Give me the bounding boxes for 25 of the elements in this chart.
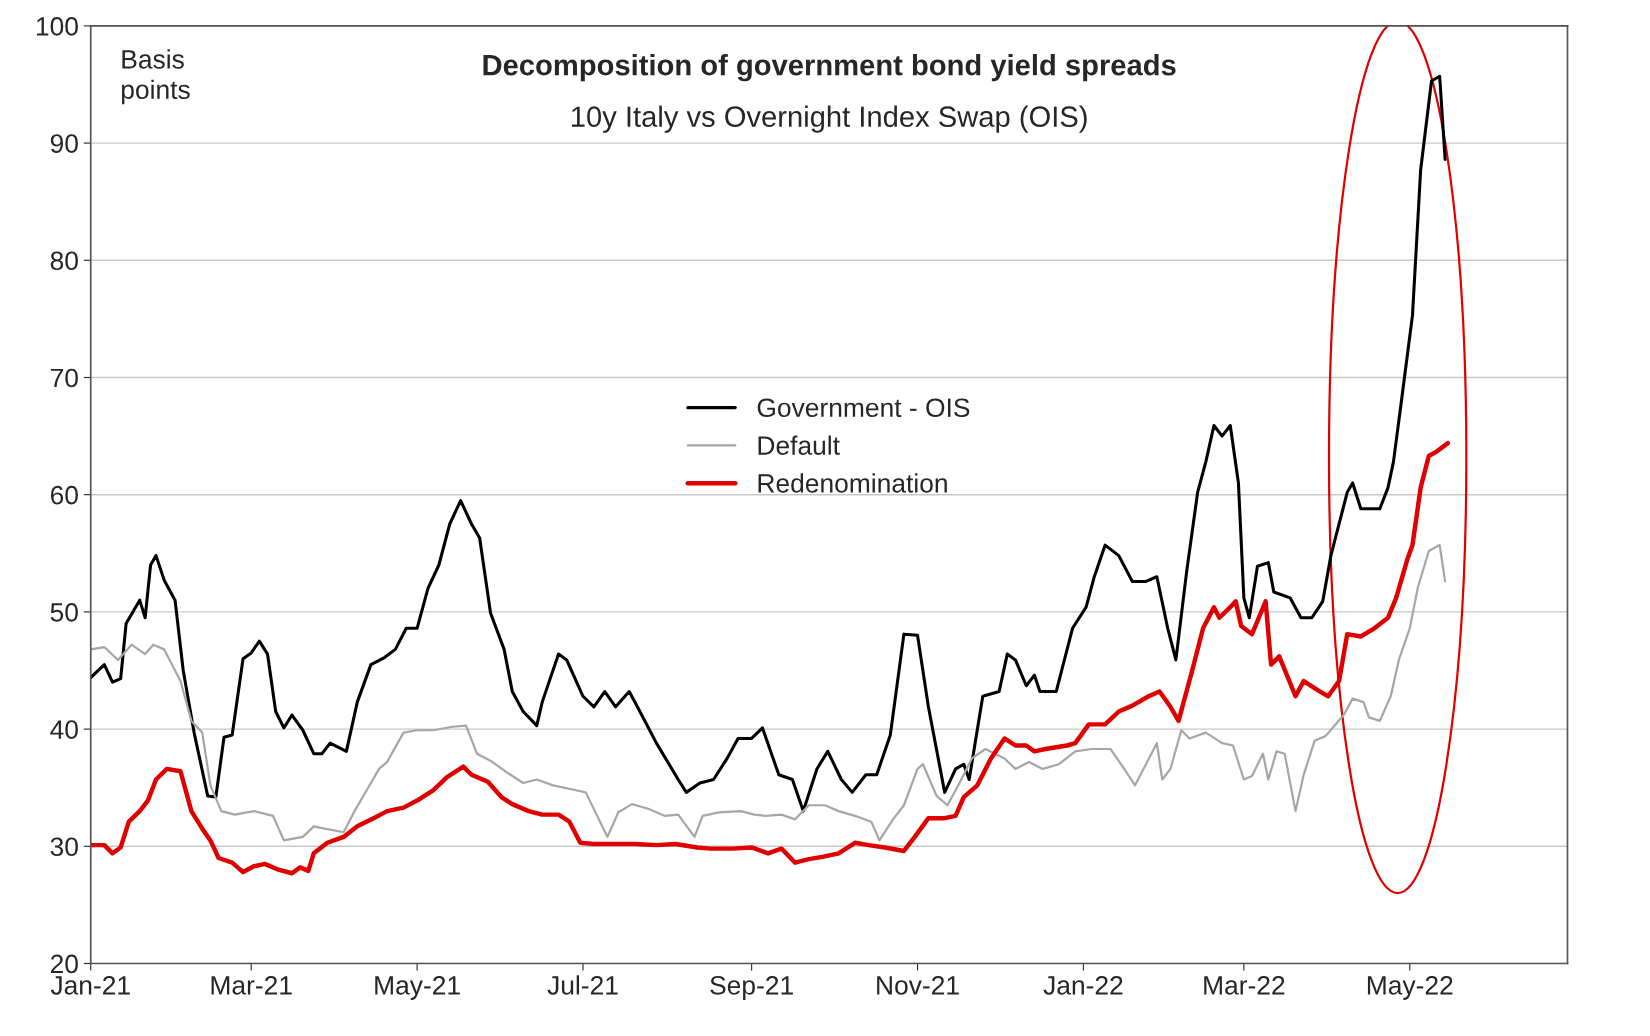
y-tick-label: 50 [50,603,78,622]
y-axis-title: Basis points [121,49,190,105]
x-tick-label: May-21 [375,975,460,1000]
legend-label: Government - OIS [757,398,970,418]
x-tick-label: Mar-22 [1204,975,1285,995]
y-tick-label: 30 [50,837,78,857]
y-tick-label: 80 [50,251,78,271]
y-tick-label: 100 [36,17,78,36]
line-series [90,543,1447,842]
x-tick-label: Jan-22 [1043,975,1123,995]
legend-label: Default [758,435,840,455]
x-tick-label: Mar-21 [211,975,292,995]
text: Decomposition of government bond yield spreads [483,54,1176,82]
legend-label: Redenomination [758,473,947,493]
y-tick-label: 40 [50,720,78,739]
y-tick-label: 90 [50,134,78,153]
x-tick-label: May-22 [1367,975,1453,1000]
y-tick-label: 60 [50,485,78,505]
y-tick-label: 70 [50,368,78,388]
x-tick-label: Jul-21 [547,975,618,995]
x-tick-label: Sep-21 [710,975,793,1000]
text: 10y Italy vs Overnight Index Swap (OIS) [572,105,1087,133]
y-tick-label: 20 [50,954,78,974]
x-tick-label: Nov-21 [877,975,959,995]
x-tick-label: Jan-21 [50,975,130,995]
